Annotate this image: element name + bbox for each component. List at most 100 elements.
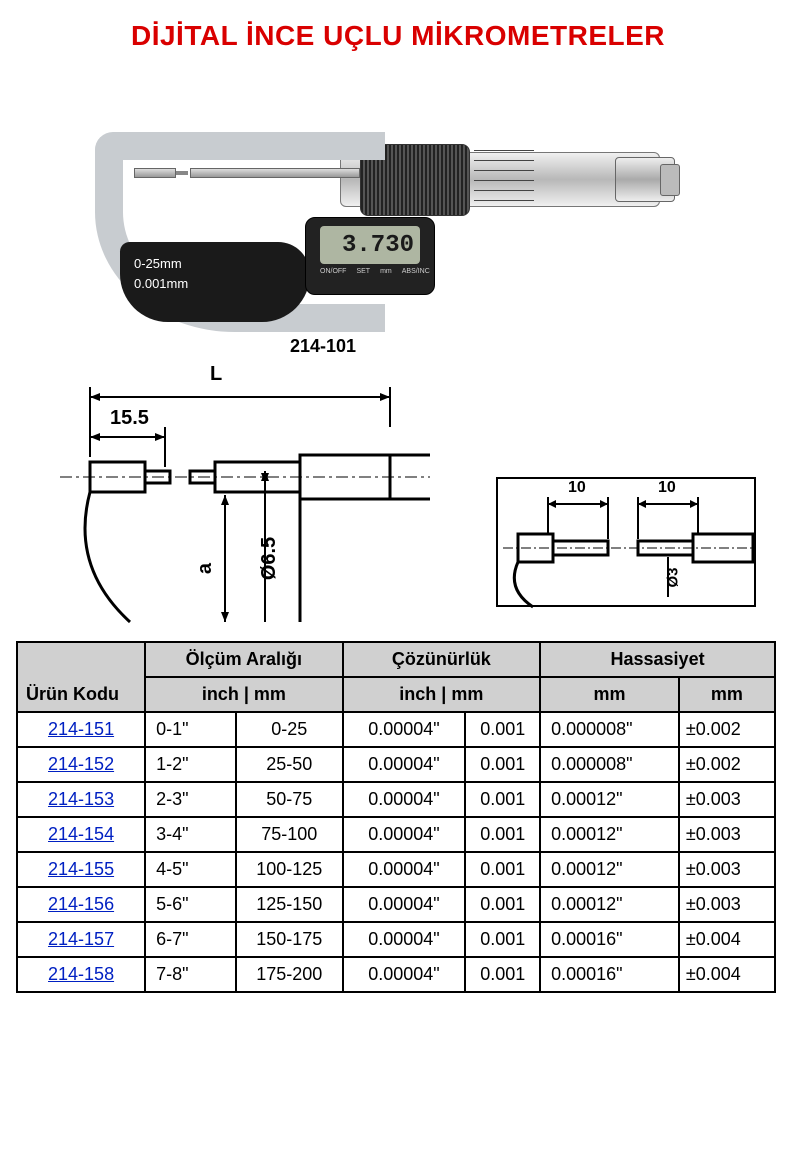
table-row: 214-158 7-8"175-2000.00004"0.0010.00016"±… (17, 957, 775, 992)
range-inch: 0-1" (145, 712, 236, 747)
range-mm: 175-200 (236, 957, 343, 992)
specs-table: Ürün Kodu Ölçüm Aralığı Çözünürlük Hassa… (16, 641, 776, 993)
micrometer-tip-left (176, 171, 188, 175)
product-code-link[interactable]: 214-155 (48, 859, 114, 879)
res-mm: 0.001 (465, 712, 540, 747)
resolution-label: 0.001mm (134, 276, 188, 291)
micrometer-anvil (134, 168, 176, 178)
acc-mm: ±0.003 (679, 852, 775, 887)
micrometer-spindle (190, 168, 360, 178)
micrometer-grip: 0-25mm 0.001mm (120, 242, 310, 322)
range-mm: 50-75 (236, 782, 343, 817)
product-code-link[interactable]: 214-152 (48, 754, 114, 774)
acc-inch: 0.00012" (540, 852, 679, 887)
range-inch: 1-2" (145, 747, 236, 782)
res-mm: 0.001 (465, 922, 540, 957)
table-row: 214-156 5-6"125-1500.00004"0.0010.00012"±… (17, 887, 775, 922)
acc-mm: ±0.003 (679, 817, 775, 852)
table-row: 214-152 1-2"25-500.00004"0.0010.000008"±0… (17, 747, 775, 782)
th-res-units: inch | mm (343, 677, 540, 712)
dim-diameter: Ø6.5 (258, 537, 281, 580)
th-acc-mm1: mm (540, 677, 679, 712)
table-row: 214-153 2-3"50-750.00004"0.0010.00012"±0.… (17, 782, 775, 817)
btn-set: SET (356, 268, 370, 275)
acc-inch: 0.00012" (540, 887, 679, 922)
button-labels: ON/OFF SET mm ABS/INC (320, 268, 430, 275)
res-inch: 0.00004" (343, 922, 466, 957)
res-inch: 0.00004" (343, 957, 466, 992)
product-code-link[interactable]: 214-157 (48, 929, 114, 949)
inset-dim-10b: 10 (658, 479, 676, 497)
micrometer-ratchet (660, 164, 680, 196)
acc-mm: ±0.004 (679, 922, 775, 957)
dim-L: L (210, 363, 222, 386)
product-code-link[interactable]: 214-153 (48, 789, 114, 809)
range-inch: 5-6" (145, 887, 236, 922)
acc-inch: 0.00012" (540, 817, 679, 852)
range-label: 0-25mm (134, 256, 182, 271)
res-mm: 0.001 (465, 782, 540, 817)
res-inch: 0.00004" (343, 747, 466, 782)
product-code-link[interactable]: 214-156 (48, 894, 114, 914)
range-mm: 0-25 (236, 712, 343, 747)
btn-mm: mm (380, 268, 392, 275)
res-mm: 0.001 (465, 852, 540, 887)
product-model-number: 214-101 (60, 332, 766, 357)
inset-dim-10a: 10 (568, 479, 586, 497)
range-inch: 2-3" (145, 782, 236, 817)
table-row: 214-157 6-7"150-1750.00004"0.0010.00016"±… (17, 922, 775, 957)
th-code: Ürün Kodu (17, 642, 145, 712)
technical-diagrams: L 15.5 a Ø6.5 10 10 Ø3 (0, 357, 796, 637)
dim-tip-length: 15.5 (110, 407, 149, 430)
micrometer-digital-module: 3.730 ON/OFF SET mm ABS/INC (305, 217, 435, 295)
res-mm: 0.001 (465, 817, 540, 852)
range-mm: 150-175 (236, 922, 343, 957)
res-mm: 0.001 (465, 887, 540, 922)
th-acc-mm2: mm (679, 677, 775, 712)
res-mm: 0.001 (465, 747, 540, 782)
product-code-link[interactable]: 214-154 (48, 824, 114, 844)
btn-abs: ABS/INC (402, 268, 430, 275)
table-row: 214-154 3-4"75-1000.00004"0.0010.00012"±0… (17, 817, 775, 852)
acc-inch: 0.00016" (540, 922, 679, 957)
table-row: 214-151 0-1"0-250.00004"0.0010.000008"±0.… (17, 712, 775, 747)
page-title: DİJİTAL İNCE UÇLU MİKROMETRELER (0, 0, 796, 62)
range-mm: 25-50 (236, 747, 343, 782)
product-illustration: 0-25mm 0.001mm 3.730 ON/OFF SET mm ABS/I… (0, 62, 796, 357)
range-mm: 75-100 (236, 817, 343, 852)
product-code-link[interactable]: 214-158 (48, 964, 114, 984)
product-code-link[interactable]: 214-151 (48, 719, 114, 739)
res-inch: 0.00004" (343, 852, 466, 887)
lcd-readout: 3.730 (320, 226, 420, 264)
res-inch: 0.00004" (343, 712, 466, 747)
acc-mm: ±0.004 (679, 957, 775, 992)
range-mm: 125-150 (236, 887, 343, 922)
range-inch: 4-5" (145, 852, 236, 887)
th-range: Ölçüm Aralığı (145, 642, 342, 677)
diagram-inset: 10 10 Ø3 (496, 477, 756, 607)
th-accuracy: Hassasiyet (540, 642, 775, 677)
acc-mm: ±0.002 (679, 747, 775, 782)
inset-dim-dia: Ø3 (665, 567, 682, 587)
acc-inch: 0.000008" (540, 747, 679, 782)
btn-onoff: ON/OFF (320, 268, 346, 275)
dim-a: a (194, 563, 217, 574)
acc-mm: ±0.002 (679, 712, 775, 747)
res-inch: 0.00004" (343, 817, 466, 852)
acc-inch: 0.00016" (540, 957, 679, 992)
th-range-units: inch | mm (145, 677, 342, 712)
res-inch: 0.00004" (343, 782, 466, 817)
specs-tbody: 214-1510-1"0-250.00004"0.0010.000008"±0.… (17, 712, 775, 992)
res-inch: 0.00004" (343, 887, 466, 922)
th-resolution: Çözünürlük (343, 642, 540, 677)
acc-mm: ±0.003 (679, 782, 775, 817)
range-inch: 7-8" (145, 957, 236, 992)
acc-inch: 0.00012" (540, 782, 679, 817)
range-inch: 3-4" (145, 817, 236, 852)
res-mm: 0.001 (465, 957, 540, 992)
range-mm: 100-125 (236, 852, 343, 887)
acc-inch: 0.000008" (540, 712, 679, 747)
diagram-main (50, 367, 430, 627)
range-inch: 6-7" (145, 922, 236, 957)
acc-mm: ±0.003 (679, 887, 775, 922)
